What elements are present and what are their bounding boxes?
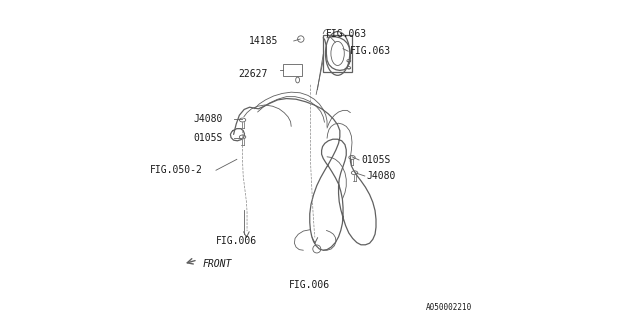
Text: J4080: J4080 [366,171,396,181]
Text: J4080: J4080 [193,114,223,124]
Text: FRONT: FRONT [202,259,232,269]
Text: FIG.006: FIG.006 [289,280,330,291]
Text: 0105S: 0105S [361,155,390,165]
Text: FIG.050-2: FIG.050-2 [150,165,204,175]
Text: FIG.063: FIG.063 [349,46,390,56]
Text: 22627: 22627 [239,69,268,79]
Bar [283,64,302,76]
Text: FIG.063: FIG.063 [326,28,367,39]
Text: 0105S: 0105S [193,133,223,143]
Text: FIG.006: FIG.006 [216,236,257,246]
Text: A050002210: A050002210 [426,303,472,312]
Text: 14185: 14185 [248,36,278,46]
Bar [323,35,352,72]
